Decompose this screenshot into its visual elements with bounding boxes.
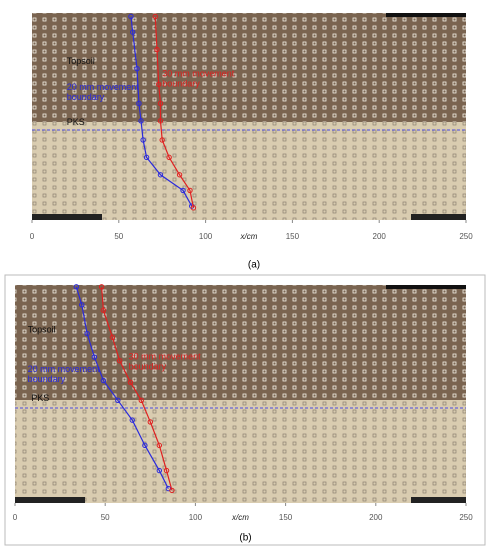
- ruler: [411, 497, 466, 503]
- boundary-point: [156, 81, 162, 88]
- panel-label: (b): [239, 533, 251, 544]
- boundary-point: [138, 397, 144, 404]
- series-label: 30 mm movement: [129, 351, 202, 361]
- x-tick-label: 150: [279, 513, 293, 522]
- boundary-point: [142, 442, 148, 449]
- boundary-point: [73, 284, 80, 290]
- boundary-point: [98, 284, 105, 290]
- annotation: PKS: [67, 117, 85, 127]
- boundary-point: [157, 100, 164, 107]
- panel-label: (a): [248, 260, 260, 271]
- x-tick-label: 50: [101, 513, 110, 522]
- boundary-point: [100, 307, 107, 313]
- boundary-point: [91, 354, 98, 360]
- x-tick-label: 200: [369, 513, 383, 522]
- x-tick-label: 100: [199, 232, 213, 241]
- boundary-line: [154, 16, 195, 208]
- boundary-point: [147, 419, 154, 425]
- boundary-point: [159, 137, 165, 143]
- x-tick-label: 50: [114, 232, 123, 241]
- annotation: Topsoil: [67, 56, 95, 66]
- boundary-point: [143, 154, 150, 161]
- series-label: 30 mm movement: [162, 68, 235, 78]
- boundary-line: [130, 16, 193, 207]
- marker-grid: [32, 122, 466, 220]
- boundary-point: [190, 205, 197, 211]
- series-label: boundary: [129, 361, 167, 371]
- series-label: 20 mm movement: [67, 82, 140, 92]
- boundary-point: [100, 377, 107, 384]
- annotation: PKS: [31, 393, 49, 403]
- boundary-point: [84, 330, 90, 337]
- boundary-point: [138, 118, 144, 124]
- x-axis-label: x/cm: [231, 513, 249, 522]
- boundary-point: [180, 187, 186, 194]
- x-tick-label: 250: [459, 232, 473, 241]
- ruler: [386, 13, 466, 17]
- boundary-point: [176, 172, 183, 178]
- series-label: boundary: [28, 374, 66, 384]
- boundary-point: [134, 65, 140, 72]
- boundary-point: [109, 334, 116, 340]
- x-tick-label: 100: [189, 513, 203, 522]
- boundary-point: [116, 357, 123, 364]
- boundary-line: [75, 286, 169, 489]
- boundary-point: [136, 100, 142, 107]
- annotation: Topsoil: [28, 324, 56, 334]
- boundary-line: [100, 286, 173, 491]
- boundary-point: [127, 379, 134, 385]
- boundary-point: [128, 13, 134, 20]
- x-tick-label: 250: [459, 513, 473, 522]
- boundary-point: [140, 137, 146, 143]
- boundary-point: [156, 442, 163, 449]
- ruler: [411, 214, 466, 220]
- boundary-point: [129, 29, 136, 35]
- x-tick-label: 0: [13, 513, 18, 522]
- x-axis-label: x/cm: [240, 232, 258, 241]
- boundary-point: [129, 417, 135, 423]
- marker-grid: [32, 13, 466, 122]
- ruler: [32, 214, 102, 220]
- boundary-point: [79, 302, 85, 308]
- boundary-point: [152, 13, 158, 20]
- ruler: [386, 285, 466, 289]
- boundary-point: [187, 187, 193, 194]
- boundary-point: [163, 467, 170, 474]
- boundary-point: [157, 118, 164, 124]
- ruler: [15, 497, 85, 503]
- boundary-point: [166, 154, 172, 161]
- series-label: boundary: [67, 92, 105, 102]
- boundary-point: [156, 467, 163, 474]
- x-tick-label: 150: [286, 232, 300, 241]
- marker-grid: [15, 285, 466, 400]
- series-label: boundary: [162, 78, 200, 88]
- x-tick-label: 200: [373, 232, 387, 241]
- marker-grid: [15, 400, 466, 503]
- boundary-point: [154, 46, 160, 53]
- panel-frame: [4, 274, 486, 546]
- boundary-point: [115, 397, 121, 404]
- x-tick-label: 0: [30, 232, 35, 241]
- boundary-point: [157, 172, 164, 178]
- series-label: 20 mm movement: [28, 364, 101, 374]
- boundary-point: [169, 487, 175, 494]
